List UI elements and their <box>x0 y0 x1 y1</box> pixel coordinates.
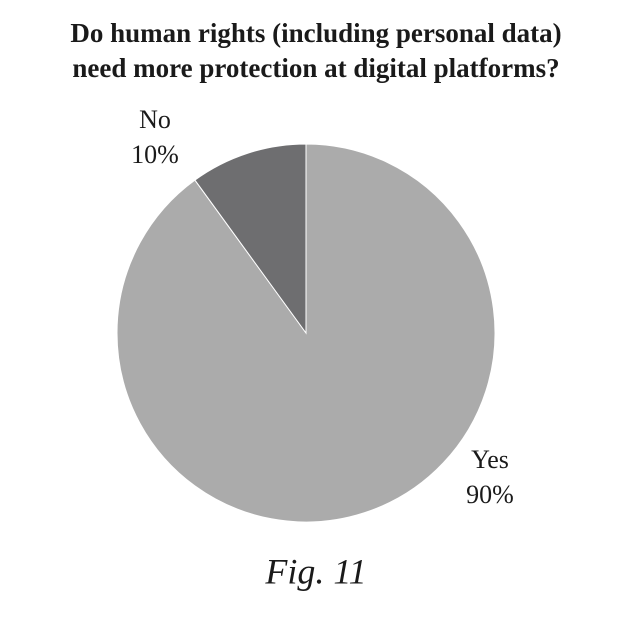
slice-value-label: 90% <box>466 480 514 509</box>
pie-slice <box>194 143 307 335</box>
caption: Fig. 11 <box>264 551 366 591</box>
chart-title: Do human rights (including personal data… <box>70 18 561 48</box>
slice-category: No <box>139 105 171 134</box>
chart-title: need more protection at digital platform… <box>72 53 559 83</box>
slice-value-label: 10% <box>131 140 179 169</box>
slice-category: Yes <box>471 445 509 474</box>
